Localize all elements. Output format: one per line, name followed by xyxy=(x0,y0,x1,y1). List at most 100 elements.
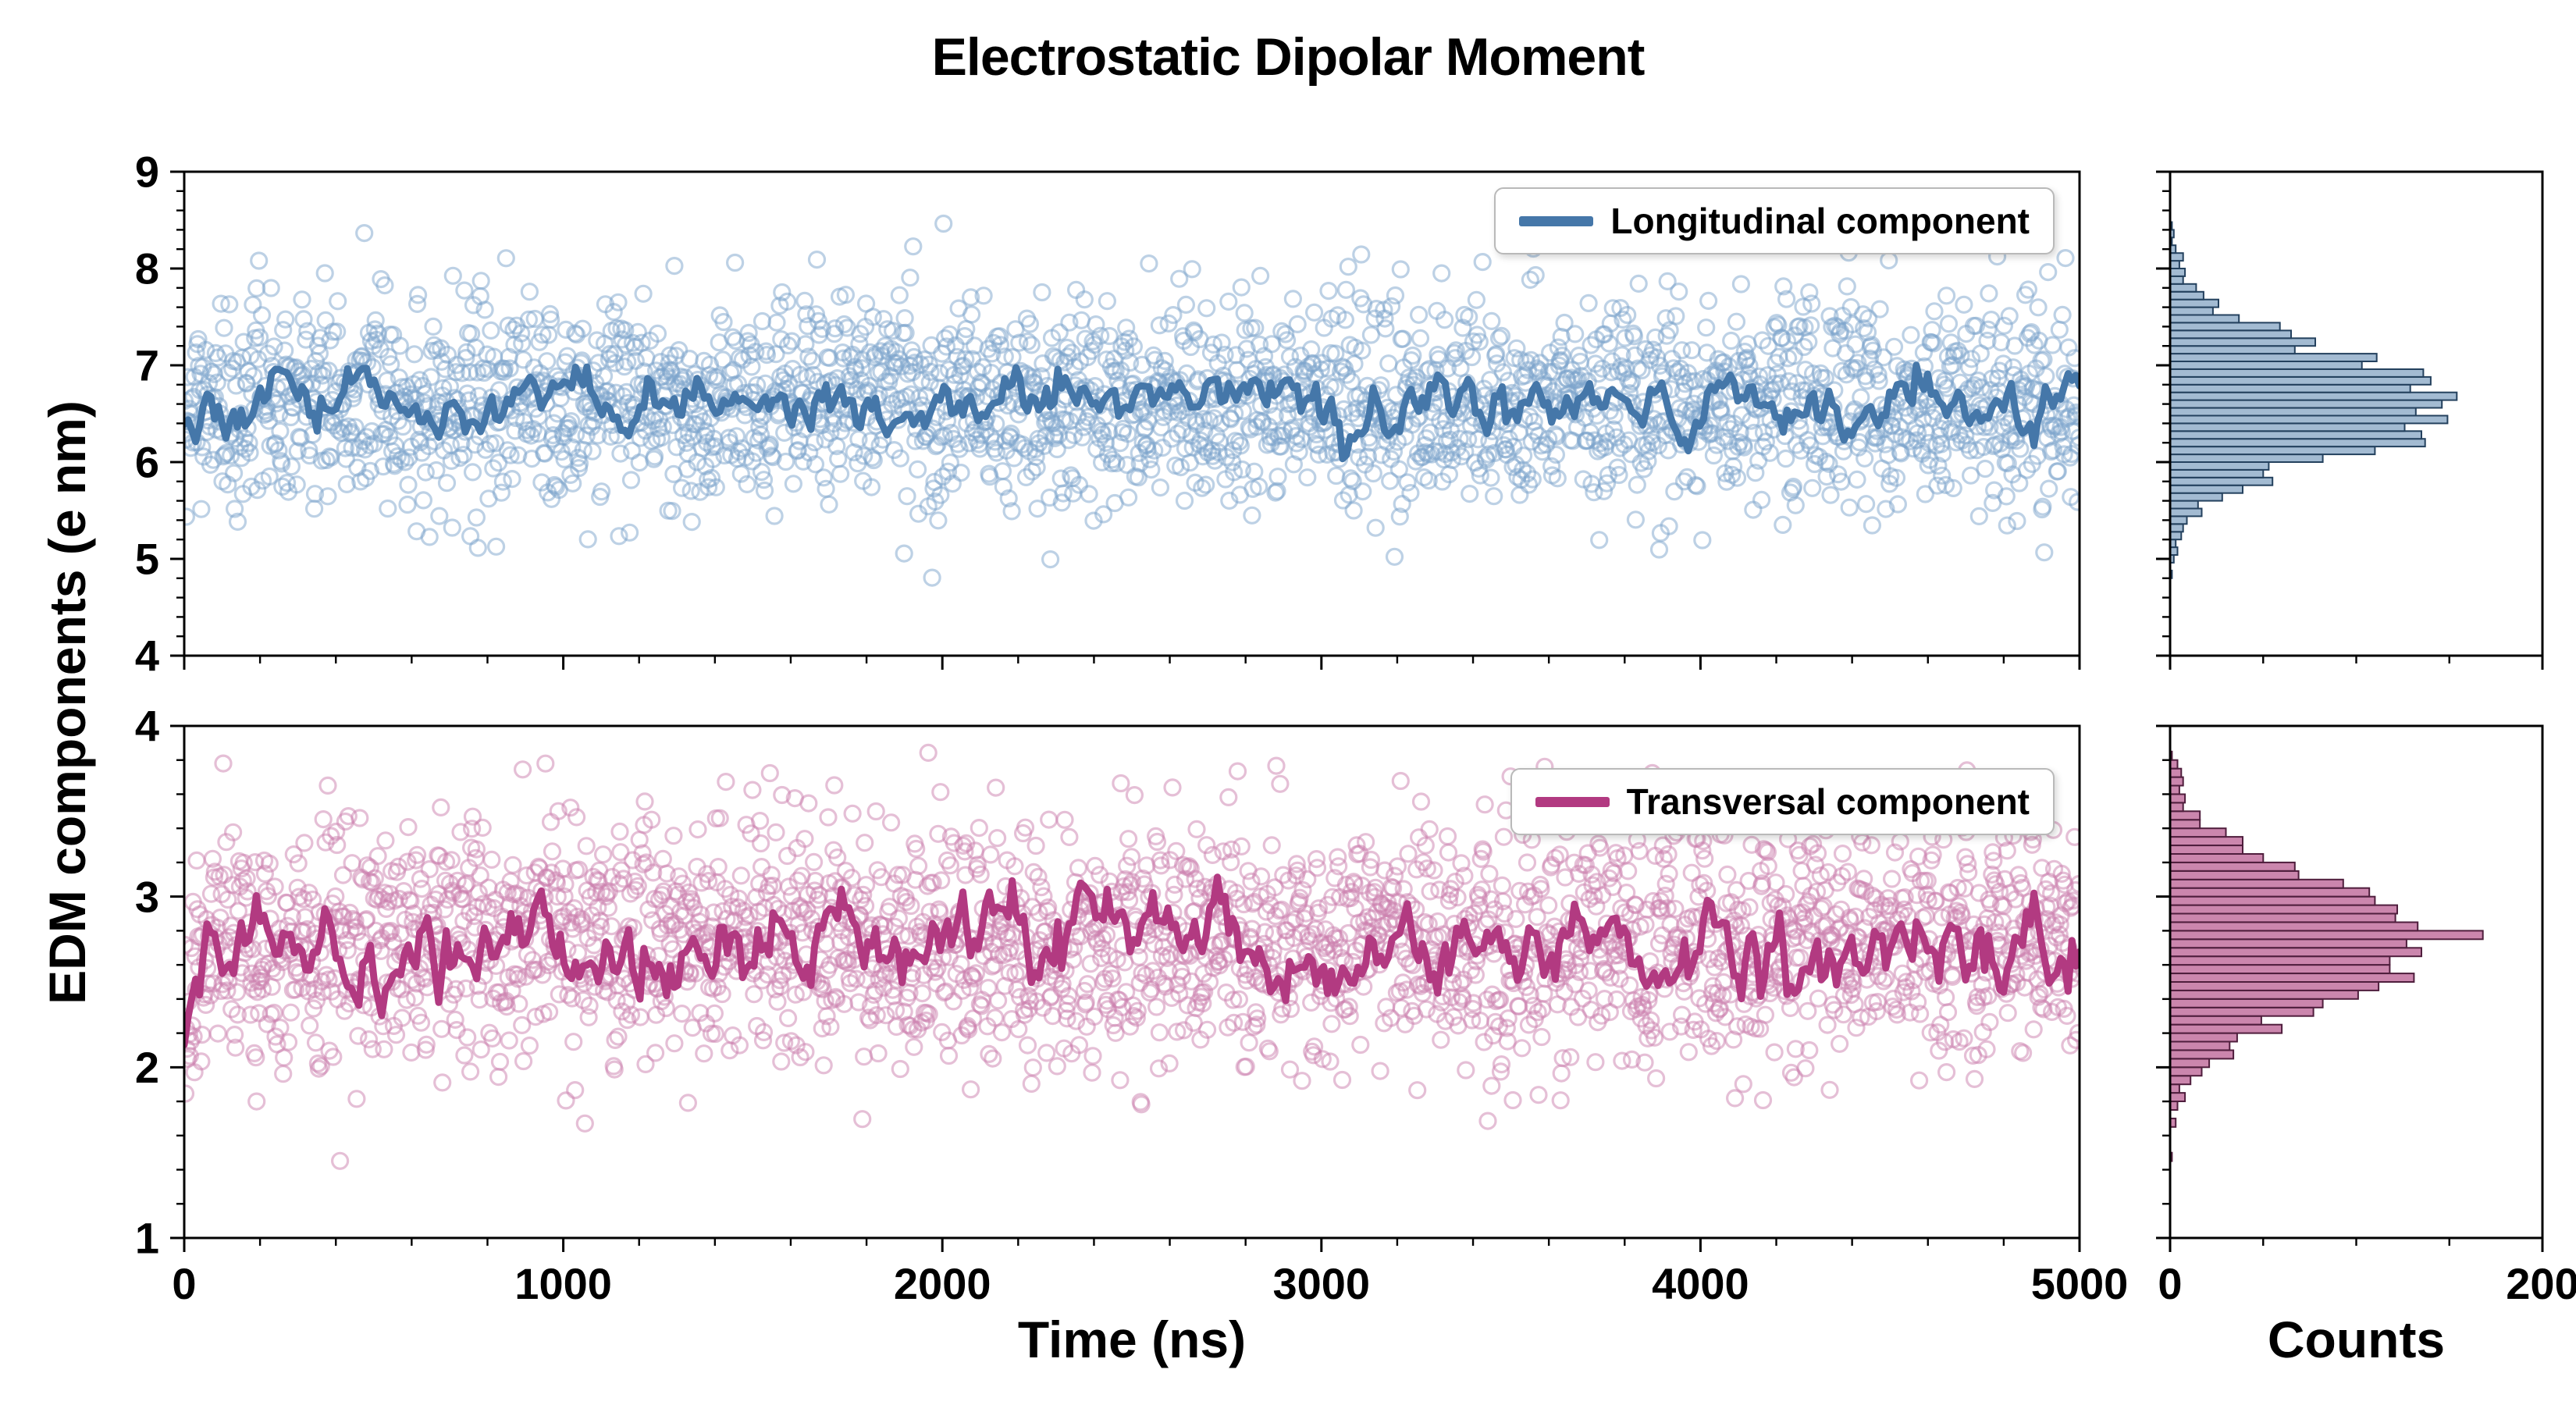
longitudinal-scatter-point xyxy=(396,453,415,471)
longitudinal-scatter-point xyxy=(1360,433,1379,452)
transversal-scatter-point xyxy=(642,810,661,829)
transversal-scatter-point xyxy=(1867,1001,1886,1021)
transversal-scatter-point xyxy=(1229,990,1249,1008)
transversal-scatter-point xyxy=(902,896,920,916)
transversal-scatter-point xyxy=(518,945,537,964)
transversal-scatter-point xyxy=(592,917,610,936)
longitudinal-scatter-point xyxy=(1411,329,1430,347)
longitudinal-scatter-point xyxy=(269,441,288,460)
longitudinal-hist-bar xyxy=(2169,492,2223,502)
transversal-scatter-point xyxy=(1127,1008,1146,1027)
transversal-scatter-point xyxy=(1287,855,1306,873)
transversal-scatter-point xyxy=(464,906,484,926)
longitudinal-scatter-point xyxy=(1183,260,1201,279)
transversal-scatter-point xyxy=(417,1035,436,1054)
longitudinal-hist-bar xyxy=(2169,322,2281,332)
longitudinal-scatter-point xyxy=(1804,365,1823,383)
transversal-scatter-point xyxy=(569,860,589,879)
longitudinal-scatter-point xyxy=(1568,370,1588,389)
transversal-scatter-point xyxy=(856,897,875,916)
longitudinal-scatter-point xyxy=(961,288,980,307)
longitudinal-scatter-point xyxy=(520,283,539,301)
transversal-scatter-point xyxy=(1160,1054,1179,1073)
transversal-scatter-point xyxy=(433,1073,452,1092)
longitudinal-scatter-point xyxy=(288,442,307,461)
transversal-scatter-point xyxy=(1187,820,1206,839)
longitudinal-scatter-point xyxy=(1851,412,1870,431)
longitudinal-scatter-point xyxy=(393,417,412,436)
transversal-scatter-point xyxy=(1293,880,1312,900)
transversal-scatter-point xyxy=(1023,1058,1042,1077)
longitudinal-scatter-point xyxy=(501,446,520,464)
transversal-hist-bar xyxy=(2169,1066,2203,1077)
transversal-scatter-point xyxy=(743,781,762,799)
transversal-scatter-point xyxy=(442,851,461,870)
longitudinal-scatter-point xyxy=(390,336,409,355)
transversal-scatter-point xyxy=(1195,983,1214,1001)
transversal-scatter-point xyxy=(483,1029,502,1048)
longitudinal-hist-bar xyxy=(2169,391,2458,401)
longitudinal-scatter-point xyxy=(896,323,915,342)
longitudinal-scatter-point xyxy=(1100,326,1119,346)
longitudinal-scatter-point xyxy=(1759,336,1777,355)
transversal-scatter-point xyxy=(470,991,489,1009)
longitudinal-scatter-point xyxy=(589,426,607,445)
transversal-scatter-point xyxy=(1086,856,1105,876)
longitudinal-scatter-point xyxy=(1069,475,1089,494)
longitudinal-scatter-point xyxy=(648,324,667,343)
transversal-scatter-point xyxy=(1838,863,1857,881)
transversal-scatter-point xyxy=(628,877,647,895)
transversal-scatter-point xyxy=(1480,864,1499,884)
transversal-scatter-point xyxy=(633,844,652,863)
transversal-hist-bar xyxy=(2169,955,2391,966)
longitudinal-scatter-point xyxy=(471,272,490,290)
longitudinal-scatter-point xyxy=(512,324,531,343)
longitudinal-scatter-point xyxy=(1224,463,1244,482)
transversal-scatter-point xyxy=(1682,863,1701,882)
longitudinal-scatter-point xyxy=(1050,323,1069,342)
longitudinal-scatter-point xyxy=(962,305,981,324)
longitudinal-scatter-point xyxy=(728,375,748,393)
longitudinal-scatter-point xyxy=(1153,438,1172,457)
transversal-scatter-point xyxy=(742,824,760,843)
longitudinal-scatter-point xyxy=(675,368,695,387)
transversal-scatter-point xyxy=(1329,857,1348,876)
longitudinal-scatter-point xyxy=(1585,483,1603,502)
longitudinal-scatter-point xyxy=(611,444,630,463)
transversal-scatter-point xyxy=(1809,989,1827,1008)
longitudinal-scatter-point xyxy=(2005,336,2024,355)
transversal-scatter-point xyxy=(439,994,459,1013)
longitudinal-scatter-point xyxy=(1877,500,1895,518)
transversal-scatter-point xyxy=(1123,996,1143,1015)
longitudinal-scatter-point xyxy=(1435,311,1454,329)
longitudinal-scatter-point xyxy=(813,319,831,338)
longitudinal-scatter-point xyxy=(1510,486,1529,504)
transversal-scatter-point xyxy=(897,892,916,912)
transversal-scatter-point xyxy=(825,776,844,795)
transversal-scatter-point xyxy=(843,804,862,823)
transversal-scatter-point xyxy=(260,854,279,873)
longitudinal-scatter-point xyxy=(1124,337,1144,356)
longitudinal-scatter-point xyxy=(1389,460,1408,478)
transversal-scatter-point xyxy=(849,993,868,1012)
transversal-scatter-point xyxy=(1693,841,1712,860)
transversal-scatter-point xyxy=(1224,1013,1244,1032)
longitudinal-scatter-point xyxy=(1610,465,1628,485)
transversal-scatter-point xyxy=(1022,1074,1041,1094)
transversal-scatter-point xyxy=(1513,1039,1532,1058)
longitudinal-scatter-point xyxy=(1195,422,1214,440)
transversal-scatter-point xyxy=(1055,810,1074,829)
transversal-hist-bar xyxy=(2169,904,2398,915)
transversal-scatter-point xyxy=(709,857,728,877)
longitudinal-scatter-point xyxy=(1802,294,1821,313)
transversal-scatter-point xyxy=(237,869,256,887)
longitudinal-scatter-point xyxy=(755,481,774,500)
transversal-scatter-point xyxy=(1271,774,1290,793)
transversal-scatter-point xyxy=(1503,1090,1522,1110)
transversal-scatter-point xyxy=(1660,1023,1679,1041)
transversal-scatter-point xyxy=(187,851,206,870)
longitudinal-scatter-point xyxy=(420,528,439,546)
longitudinal-scatter-point xyxy=(974,286,993,305)
transversal-scatter-point xyxy=(1060,827,1079,847)
longitudinal-hist-bar xyxy=(2169,353,2378,363)
